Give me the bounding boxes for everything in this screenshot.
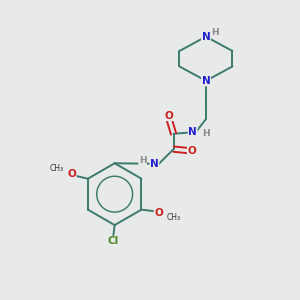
Text: H: H — [202, 129, 210, 138]
Text: N: N — [188, 127, 197, 137]
Text: N: N — [202, 32, 210, 42]
Text: O: O — [188, 146, 196, 156]
Text: N: N — [202, 76, 210, 86]
Text: H: H — [139, 156, 146, 165]
Text: O: O — [67, 169, 76, 179]
Text: O: O — [165, 110, 173, 121]
Text: Cl: Cl — [108, 236, 119, 246]
Text: N: N — [150, 159, 159, 169]
Text: O: O — [154, 208, 163, 218]
Text: CH₃: CH₃ — [49, 164, 63, 173]
Text: CH₃: CH₃ — [167, 213, 181, 222]
Text: H: H — [211, 28, 219, 37]
